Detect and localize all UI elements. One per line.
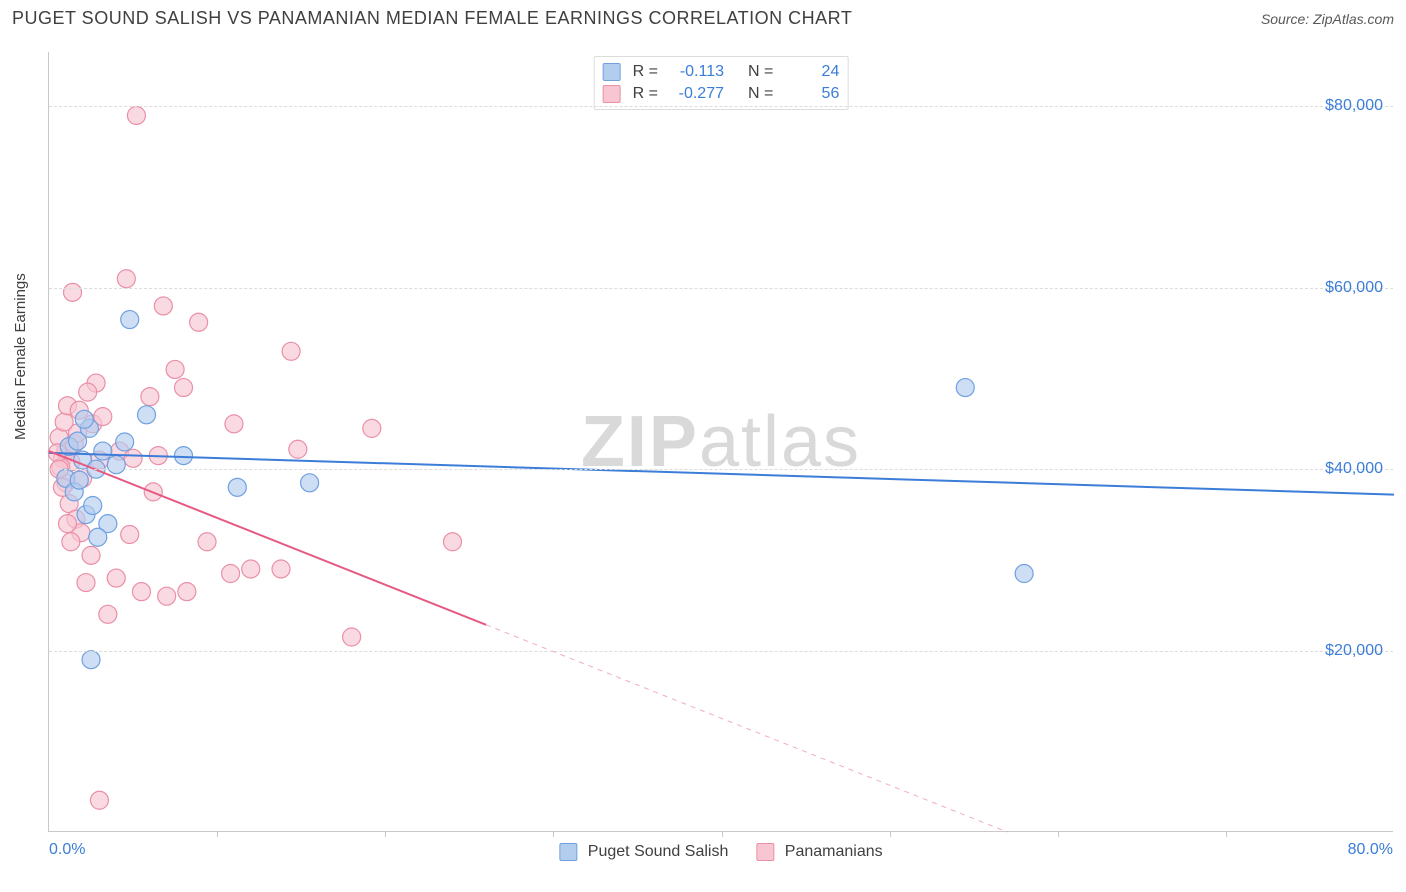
y-tick-label: $60,000	[1325, 279, 1383, 297]
x-tick	[1058, 831, 1059, 837]
scatter-svg	[49, 52, 1393, 831]
legend-label-2: Panamanians	[785, 843, 883, 860]
legend-swatch-1	[603, 63, 621, 81]
chart-header: PUGET SOUND SALISH VS PANAMANIAN MEDIAN …	[0, 0, 1406, 33]
r-value-2: -0.277	[664, 85, 724, 103]
n-label: N =	[748, 63, 773, 81]
gridline-h	[49, 288, 1393, 289]
correlation-row-2: R = -0.277 N = 56	[603, 83, 840, 105]
r-label: R =	[633, 85, 658, 103]
y-axis-label: Median Female Earnings	[12, 273, 29, 440]
x-tick	[553, 831, 554, 837]
gridline-h	[49, 651, 1393, 652]
chart-source: Source: ZipAtlas.com	[1261, 11, 1394, 27]
x-tick	[385, 831, 386, 837]
y-tick-label: $40,000	[1325, 460, 1383, 478]
gridline-h	[49, 106, 1393, 107]
x-tick	[217, 831, 218, 837]
correlation-row-1: R = -0.113 N = 24	[603, 61, 840, 83]
chart-plot-area: ZIPatlas R = -0.113 N = 24 R = -0.277 N …	[48, 52, 1393, 832]
x-tick	[890, 831, 891, 837]
r-value-1: -0.113	[664, 63, 724, 81]
n-label: N =	[748, 85, 773, 103]
correlation-legend: R = -0.113 N = 24 R = -0.277 N = 56	[594, 56, 849, 110]
x-axis-max: 80.0%	[1348, 841, 1393, 859]
r-label: R =	[633, 63, 658, 81]
legend-label-1: Puget Sound Salish	[588, 843, 729, 860]
x-tick	[1226, 831, 1227, 837]
legend-swatch-2	[756, 843, 774, 861]
series-legend: Puget Sound Salish Panamanians	[559, 843, 882, 861]
legend-item-2: Panamanians	[756, 843, 882, 861]
legend-item-1: Puget Sound Salish	[559, 843, 728, 861]
legend-swatch-1	[559, 843, 577, 861]
n-value-1: 24	[779, 63, 839, 81]
gridline-h	[49, 469, 1393, 470]
legend-swatch-2	[603, 85, 621, 103]
y-tick-label: $80,000	[1325, 97, 1383, 115]
n-value-2: 56	[779, 85, 839, 103]
y-tick-label: $20,000	[1325, 642, 1383, 660]
chart-title: PUGET SOUND SALISH VS PANAMANIAN MEDIAN …	[12, 8, 852, 29]
x-axis-min: 0.0%	[49, 841, 85, 859]
x-tick	[722, 831, 723, 837]
